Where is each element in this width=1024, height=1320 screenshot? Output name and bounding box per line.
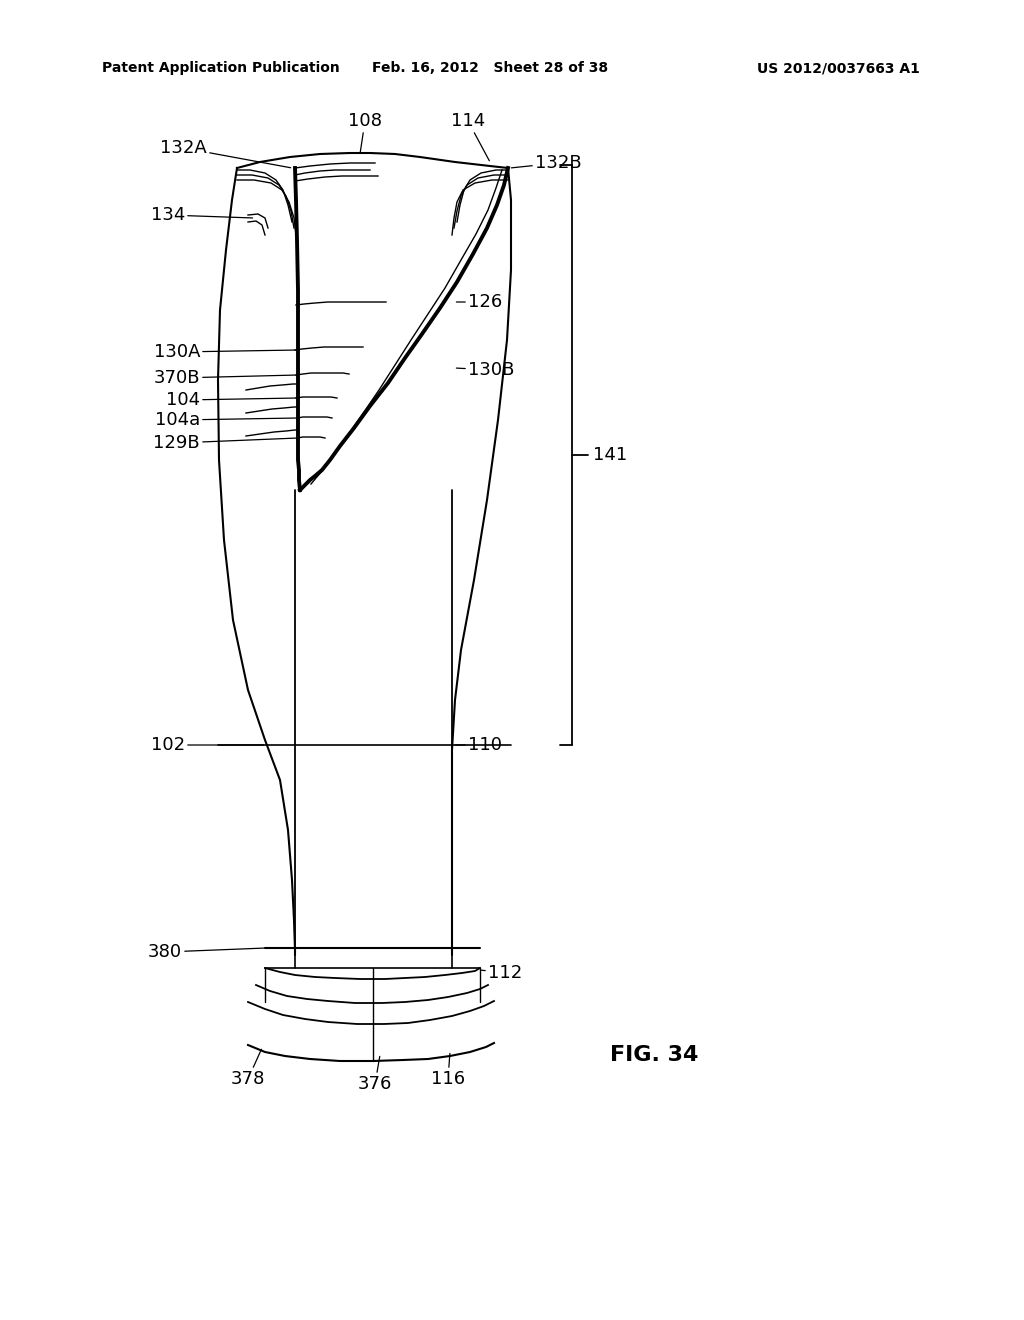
Text: 130B: 130B: [457, 360, 514, 379]
Text: 134: 134: [151, 206, 253, 224]
Text: 102: 102: [151, 737, 263, 754]
Text: 132B: 132B: [511, 154, 582, 172]
Text: FIG. 34: FIG. 34: [610, 1045, 698, 1065]
Text: 378: 378: [230, 1049, 265, 1088]
Text: 380: 380: [147, 942, 264, 961]
Text: 132A: 132A: [160, 139, 291, 168]
Text: 370B: 370B: [154, 370, 297, 387]
Text: 129B: 129B: [154, 434, 297, 451]
Text: 114: 114: [451, 112, 489, 161]
Text: 110: 110: [456, 737, 502, 754]
Text: 108: 108: [348, 112, 382, 153]
Text: 104: 104: [166, 391, 297, 409]
Text: 126: 126: [457, 293, 502, 312]
Text: Feb. 16, 2012   Sheet 28 of 38: Feb. 16, 2012 Sheet 28 of 38: [372, 61, 608, 75]
Text: 141: 141: [593, 446, 628, 465]
Text: US 2012/0037663 A1: US 2012/0037663 A1: [757, 61, 920, 75]
Text: 112: 112: [481, 964, 522, 982]
Text: 376: 376: [357, 1056, 392, 1093]
Text: 116: 116: [431, 1053, 465, 1088]
Text: 104a: 104a: [155, 411, 297, 429]
Text: Patent Application Publication: Patent Application Publication: [102, 61, 340, 75]
Text: 130A: 130A: [154, 343, 297, 360]
